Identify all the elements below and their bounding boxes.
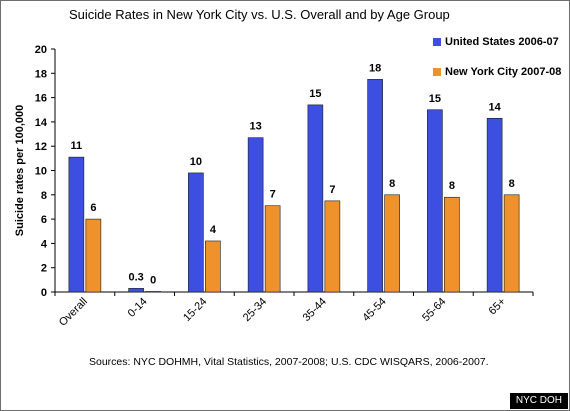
bar-us (68, 156, 85, 293)
bar-nyc (264, 205, 281, 293)
legend-label-us: United States 2006-07 (445, 36, 559, 48)
bar-us (188, 172, 204, 293)
data-label-nyc: 8 (389, 178, 395, 190)
x-tick-label: 45-54 (360, 296, 388, 324)
y-tick-label: 14 (35, 117, 48, 129)
legend-swatch-nyc (433, 68, 441, 76)
data-label-nyc: 7 (329, 184, 335, 196)
bar-nyc (324, 200, 341, 293)
bar-nyc (503, 194, 520, 293)
bar-us (128, 288, 144, 293)
data-label-nyc: 7 (270, 189, 276, 201)
y-axis-title: Suicide rates per 100,000 (14, 105, 26, 236)
bar-nyc (145, 291, 161, 293)
data-label-us: 11 (71, 140, 83, 152)
y-tick-label: 8 (41, 190, 47, 202)
data-label-nyc: 0 (150, 274, 156, 286)
bar-us (307, 104, 324, 293)
bar-us (427, 109, 443, 293)
y-tick-label: 16 (35, 93, 47, 105)
legend-swatch-us (433, 38, 441, 46)
x-tick-label: Overall (57, 296, 90, 329)
y-tick-label: 10 (35, 166, 47, 178)
y-tick-label: 0 (41, 287, 47, 299)
x-tick-label: 25-34 (241, 296, 269, 324)
bar-nyc (384, 194, 400, 293)
data-label-us: 15 (309, 88, 321, 100)
x-tick-label: 35-44 (301, 296, 329, 324)
legend-label-nyc: New York City 2007-08 (445, 66, 562, 78)
data-label-us: 14 (489, 101, 502, 113)
source-badge: NYC DOH (509, 393, 568, 409)
bar-nyc (85, 218, 102, 293)
legend: United States 2006-07 New York City 2007… (433, 27, 561, 87)
y-tick-label: 20 (35, 44, 47, 56)
y-tick-label: 6 (41, 214, 47, 226)
data-label-us: 15 (429, 93, 441, 105)
data-label-us: 18 (369, 62, 381, 74)
bar-nyc (205, 240, 221, 293)
legend-item-nyc: New York City 2007-08 (433, 57, 561, 87)
x-tick-label: 55-64 (420, 296, 448, 324)
y-tick-label: 18 (35, 68, 47, 80)
y-tick-label: 2 (41, 263, 47, 275)
bar-us (486, 117, 503, 293)
data-label-nyc: 4 (210, 224, 217, 236)
chart-title: Suicide Rates in New York City vs. U.S. … (69, 7, 450, 22)
y-tick-label: 12 (35, 141, 47, 153)
x-tick-label: 0-14 (126, 296, 150, 320)
y-tick-label: 4 (41, 238, 48, 250)
x-tick-label: 15-24 (181, 296, 209, 324)
data-label-us: 10 (190, 156, 202, 168)
data-label-nyc: 8 (509, 178, 515, 190)
bar-us (367, 79, 383, 293)
data-label-us: 13 (250, 121, 262, 133)
bar-us (247, 137, 264, 293)
source-note: Sources: NYC DOHMH, Vital Statistics, 20… (89, 356, 489, 368)
x-tick-label: 65+ (487, 296, 509, 318)
data-label-us: 0.3 (128, 271, 143, 283)
bar-nyc (444, 196, 460, 293)
legend-item-us: United States 2006-07 (433, 27, 561, 57)
data-label-nyc: 8 (449, 180, 455, 192)
data-label-nyc: 6 (90, 202, 96, 214)
